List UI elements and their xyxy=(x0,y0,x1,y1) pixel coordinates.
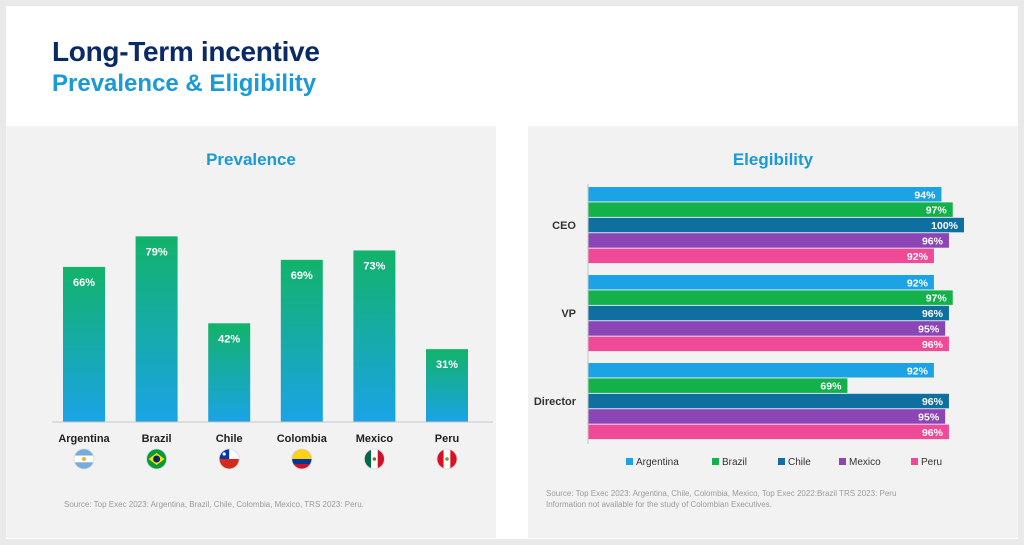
eligibility-value-label-vp-peru: 96% xyxy=(922,339,944,351)
eligibility-category-ceo: CEO xyxy=(552,220,576,232)
brazil-flag-icon xyxy=(146,449,167,469)
eligibility-value-label-director-chile: 96% xyxy=(922,396,944,408)
prevalence-bar-brazil xyxy=(135,236,178,422)
eligibility-bar-director-brazil xyxy=(588,378,848,393)
eligibility-value-label-ceo-brazil: 97% xyxy=(926,205,948,217)
prevalence-value-label-peru: 31% xyxy=(436,359,458,371)
legend-label-brazil: Brazil xyxy=(722,457,747,468)
prevalence-category-label-mexico: Mexico xyxy=(356,433,394,445)
eligibility-chart: CEO 94% 97% 100% 96% 92% VP 92% 97% 96% 95% 96% Dire… xyxy=(534,184,964,468)
eligibility-title: Elegibility xyxy=(732,150,814,169)
prevalence-source-note: Source: Top Exec 2023: Argentina, Brazil… xyxy=(64,500,364,509)
eligibility-value-label-ceo-peru: 92% xyxy=(907,251,929,263)
eligibility-value-label-director-mexico: 95% xyxy=(918,411,940,423)
prevalence-bar-argentina xyxy=(63,266,105,422)
prevalence-value-label-chile: 42% xyxy=(218,333,240,345)
legend-swatch-argentina xyxy=(626,458,633,465)
eligibility-bar-vp-mexico xyxy=(588,321,946,336)
eligibility-category-vp: VP xyxy=(561,308,576,320)
eligibility-category-director: Director xyxy=(534,396,577,408)
eligibility-bar-vp-brazil xyxy=(588,290,953,305)
prevalence-title: Prevalence xyxy=(206,150,296,169)
eligibility-bar-ceo-argentina xyxy=(588,187,942,202)
page-subtitle: Prevalence & Eligibility xyxy=(52,70,317,97)
eligibility-panel: Elegibility CEO 94% 97% 100% 96% 92% VP 92% 97% 9… xyxy=(528,126,1018,538)
eligibility-value-label-vp-chile: 96% xyxy=(922,308,944,320)
peru-flag-icon xyxy=(437,449,457,469)
prevalence-chart: 66% Argentina 79% Brazil 42% Chile 69% Colombia… xyxy=(52,236,493,470)
slide: Long-Term incentive Prevalence & Eligibi… xyxy=(6,6,1018,539)
prevalence-category-label-colombia: Colombia xyxy=(277,433,328,445)
eligibility-value-label-director-argentina: 92% xyxy=(907,365,929,377)
eligibility-value-label-ceo-mexico: 96% xyxy=(922,235,944,247)
mexico-flag-icon xyxy=(364,449,385,469)
eligibility-value-label-ceo-argentina: 94% xyxy=(914,189,936,201)
legend-label-mexico: Mexico xyxy=(849,457,881,468)
eligibility-bar-ceo-brazil xyxy=(588,202,953,217)
prevalence-category-label-peru: Peru xyxy=(435,433,459,445)
eligibility-bar-vp-chile xyxy=(588,305,949,321)
legend-label-chile: Chile xyxy=(788,457,811,468)
eligibility-value-label-ceo-chile: 100% xyxy=(931,220,959,232)
eligibility-value-label-vp-mexico: 95% xyxy=(918,323,940,335)
eligibility-source-note: Source: Top Exec 2023: Argentina, Chile,… xyxy=(546,488,896,510)
page-title: Long-Term incentive xyxy=(52,36,320,67)
eligibility-value-label-vp-brazil: 97% xyxy=(926,293,948,305)
chile-flag-icon xyxy=(219,449,240,469)
legend-swatch-brazil xyxy=(712,458,719,465)
legend-label-peru: Peru xyxy=(921,457,942,468)
legend-swatch-peru xyxy=(911,458,918,465)
prevalence-value-label-mexico: 73% xyxy=(363,260,385,272)
prevalence-category-label-brazil: Brazil xyxy=(142,433,172,445)
eligibility-value-label-director-peru: 96% xyxy=(922,427,944,439)
prevalence-bar-mexico xyxy=(353,250,396,422)
legend-swatch-mexico xyxy=(839,458,846,465)
prevalence-panel: Prevalence 66% Argentina 79% Brazil 42% Chile… xyxy=(6,126,496,538)
prevalence-category-label-argentina: Argentina xyxy=(58,433,110,445)
eligibility-bar-ceo-chile xyxy=(588,217,964,233)
prevalence-bar-colombia xyxy=(280,259,323,422)
legend-swatch-chile xyxy=(778,458,785,465)
eligibility-value-label-director-brazil: 69% xyxy=(820,381,842,393)
eligibility-bar-ceo-mexico xyxy=(588,233,949,248)
eligibility-value-label-vp-argentina: 92% xyxy=(907,277,929,289)
eligibility-source-line-1: Source: Top Exec 2023: Argentina, Chile,… xyxy=(546,489,897,498)
prevalence-category-label-chile: Chile xyxy=(216,433,243,445)
eligibility-source-line-2: Information not available for the study … xyxy=(546,500,772,509)
eligibility-bar-ceo-peru xyxy=(588,248,934,264)
eligibility-bar-director-peru xyxy=(588,424,949,440)
prevalence-bar-peru xyxy=(426,349,468,422)
argentina-flag-icon xyxy=(74,449,94,469)
eligibility-bar-vp-peru xyxy=(588,336,949,352)
eligibility-bar-director-mexico xyxy=(588,409,946,424)
prevalence-value-label-brazil: 79% xyxy=(146,246,168,258)
eligibility-bar-director-chile xyxy=(588,393,949,409)
legend-label-argentina: Argentina xyxy=(636,457,679,468)
colombia-flag-icon xyxy=(291,449,312,469)
prevalence-bar-chile xyxy=(208,323,251,422)
prevalence-value-label-colombia: 69% xyxy=(291,270,313,282)
eligibility-bar-director-argentina xyxy=(588,363,934,378)
eligibility-bar-vp-argentina xyxy=(588,275,934,290)
prevalence-value-label-argentina: 66% xyxy=(73,277,95,289)
